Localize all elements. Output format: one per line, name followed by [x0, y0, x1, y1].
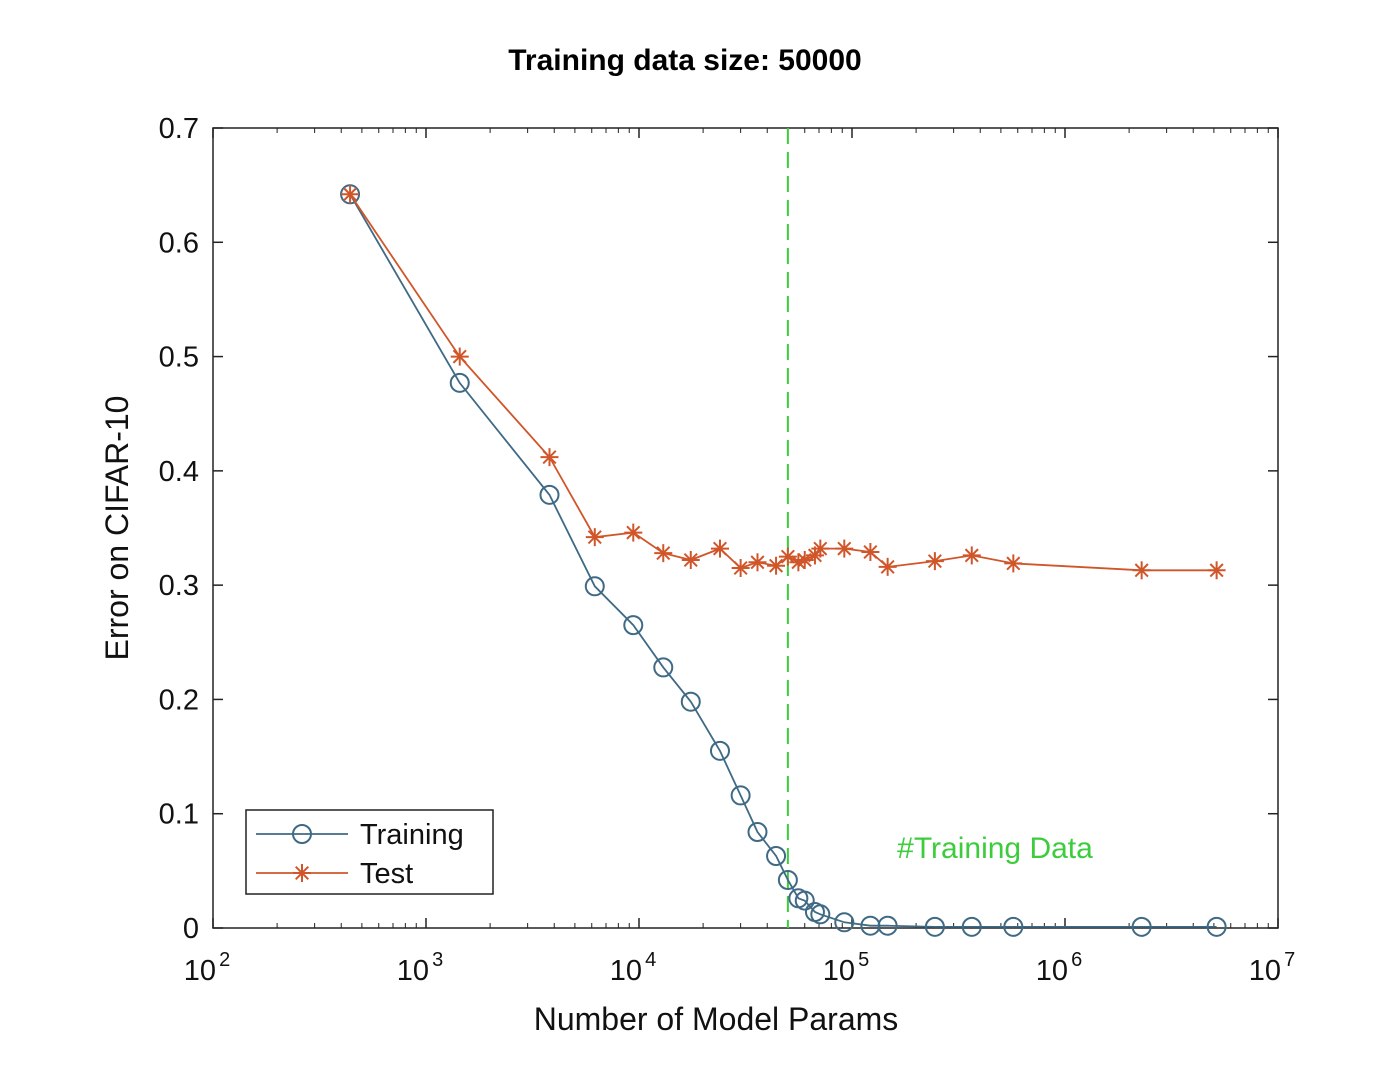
y-tick-label: 0.2 — [159, 684, 199, 716]
star-stroke — [1209, 563, 1224, 578]
x-tick-label: 10 3 — [397, 949, 443, 987]
data-point-training — [961, 916, 982, 937]
plot-area — [212, 127, 1279, 929]
y-tick-labels: 0 0.1 0.2 0.3 0.4 0.5 0.6 0.7 — [159, 113, 199, 945]
data-point-test — [811, 539, 830, 558]
star-stroke — [733, 560, 748, 576]
data-point-test — [861, 543, 880, 561]
data-point-test — [585, 528, 604, 547]
star-stroke — [294, 865, 310, 881]
star-stroke — [780, 549, 795, 564]
legend: Training Test — [245, 809, 494, 895]
data-point-test — [341, 185, 360, 204]
star-stroke — [769, 558, 784, 573]
x-tick-label: 10 4 — [610, 949, 656, 987]
x-tick-label: 10 7 — [1249, 949, 1295, 987]
star-stroke — [807, 548, 822, 563]
data-point-training — [747, 822, 768, 842]
data-point-test — [1207, 561, 1226, 580]
star-stroke — [880, 559, 895, 574]
data-point-test — [778, 547, 797, 566]
star-stroke — [813, 541, 828, 556]
data-point-training — [623, 615, 644, 636]
star-stroke — [863, 544, 878, 560]
star-stroke — [964, 548, 979, 563]
data-point-test — [962, 546, 981, 565]
data-point-test — [878, 557, 897, 576]
star-stroke — [683, 552, 698, 568]
data-point-training — [449, 372, 470, 393]
star-stroke — [750, 555, 765, 570]
legend-box — [245, 809, 494, 895]
star-stroke — [656, 546, 671, 561]
data-point-training — [777, 870, 798, 890]
data-point-training — [584, 576, 605, 597]
series-line-test — [349, 193, 1217, 572]
data-point-training — [877, 915, 898, 936]
y-tick-label: 0.7 — [159, 113, 199, 145]
reference-line-group: #Training Data — [786, 128, 1093, 928]
reference-line-label: #Training Data — [897, 832, 1093, 865]
data-point-training — [924, 916, 945, 937]
x-axis-label: Number of Model Params — [534, 1001, 899, 1037]
data-point-training — [653, 657, 674, 678]
star-stroke — [587, 530, 602, 545]
data-point-training — [680, 691, 701, 712]
x-tick-label: 10 2 — [184, 949, 230, 987]
y-tick-label: 0.6 — [159, 227, 199, 259]
series-test — [341, 185, 1226, 580]
data-point-training — [1131, 916, 1152, 937]
y-tick-label: 0.4 — [159, 456, 199, 488]
data-point-training — [709, 740, 730, 761]
series-layer — [340, 184, 1227, 937]
data-point-test — [748, 553, 767, 572]
y-tick-label: 0.3 — [159, 570, 199, 602]
star-stroke — [927, 554, 942, 569]
data-point-test — [925, 552, 944, 571]
data-point-training — [810, 904, 831, 925]
y-axis-label: Error on CIFAR-10 — [99, 396, 135, 661]
star-stroke — [1006, 556, 1021, 571]
data-point-training — [730, 785, 751, 806]
y-tick-label: 0.1 — [159, 799, 199, 831]
data-point-test — [710, 539, 729, 558]
chart-title: Training data size: 50000 — [508, 44, 861, 77]
star-stroke — [712, 541, 727, 556]
data-point-test — [767, 556, 786, 575]
data-point-training — [539, 484, 560, 505]
data-point-training — [766, 846, 787, 866]
x-tick-labels: 10 2 10 3 10 4 10 5 10 6 10 7 — [184, 949, 1295, 987]
axes-box — [212, 127, 1279, 929]
data-point-test — [654, 544, 673, 563]
data-point-training — [1206, 916, 1227, 937]
data-point-training — [1003, 916, 1024, 937]
star-stroke — [452, 349, 467, 364]
data-point-test — [1132, 561, 1151, 580]
data-point-test — [624, 523, 643, 542]
series-training — [340, 184, 1227, 937]
x-tick-label: 10 5 — [823, 949, 869, 987]
data-point-test — [835, 539, 854, 558]
data-point-test — [450, 347, 469, 366]
star-stroke — [626, 525, 641, 540]
x-tick-label: 10 6 — [1036, 949, 1082, 987]
legend-label-test: Test — [360, 858, 413, 890]
data-point-training — [834, 912, 855, 933]
star-stroke — [542, 450, 557, 465]
y-tick-label: 0 — [183, 913, 199, 945]
data-point-test — [540, 448, 559, 467]
data-point-test — [681, 551, 700, 569]
legend-label-training: Training — [360, 819, 464, 851]
axis-ticks — [212, 127, 1279, 929]
star-stroke — [1134, 563, 1149, 578]
y-tick-label: 0.5 — [159, 342, 199, 374]
legend-marker-training — [292, 824, 312, 844]
data-point-test — [731, 559, 750, 577]
star-stroke — [837, 541, 852, 556]
data-point-training — [794, 890, 815, 911]
star-stroke — [343, 187, 358, 202]
data-point-test — [1004, 554, 1023, 573]
legend-marker-test — [293, 864, 311, 882]
